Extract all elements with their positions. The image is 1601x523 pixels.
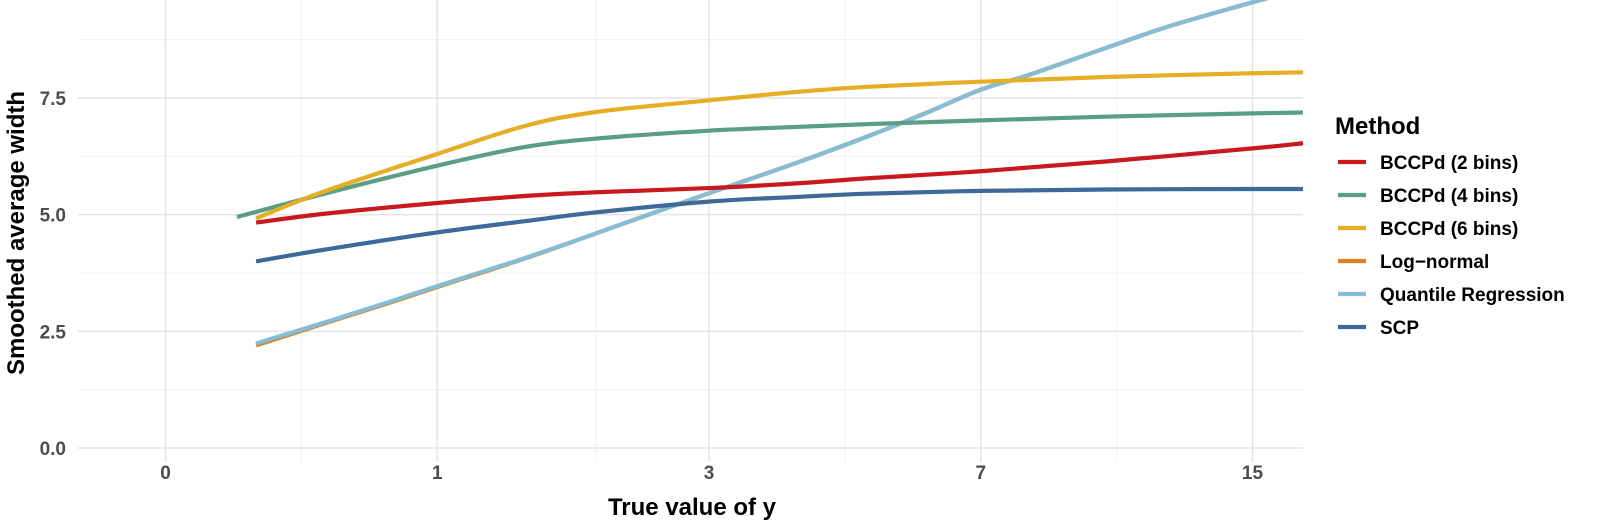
major-gridlines bbox=[78, 0, 1303, 462]
legend-item-bccpd-6-bins: BCCPd (6 bins) bbox=[1338, 219, 1518, 240]
legend-item-quantile-regression: Quantile Regression bbox=[1338, 285, 1565, 306]
y-tick-label: 7.5 bbox=[40, 89, 67, 110]
x-tick-label: 15 bbox=[1242, 463, 1264, 484]
minor-gridlines bbox=[78, 0, 1303, 462]
legend-label: Log−normal bbox=[1380, 252, 1489, 273]
legend-label: SCP bbox=[1380, 318, 1419, 339]
legend-items: BCCPd (2 bins) BCCPd (4 bins) BCCPd (6 bin… bbox=[1338, 153, 1565, 339]
x-axis-title: True value of y bbox=[608, 494, 777, 521]
legend-label: BCCPd (4 bins) bbox=[1380, 186, 1518, 207]
series-line-bccpd-2-bins bbox=[255, 141, 1304, 225]
y-axis-tick-labels: 0.0 2.5 5.0 7.5 bbox=[40, 89, 67, 460]
legend-label: BCCPd (2 bins) bbox=[1380, 153, 1518, 174]
legend: Method BCCPd (2 bins)BCCPd (4 bins)BCCPd… bbox=[1335, 113, 1565, 339]
x-tick-label: 0 bbox=[160, 463, 171, 484]
x-tick-label: 3 bbox=[704, 463, 715, 484]
y-axis-title: Smoothed average width bbox=[3, 91, 30, 375]
series-line-quantile-regression bbox=[255, 0, 1269, 346]
series-lines bbox=[236, 0, 1304, 348]
legend-label: Quantile Regression bbox=[1380, 285, 1565, 306]
y-tick-label: 0.0 bbox=[40, 439, 66, 460]
y-tick-label: 2.5 bbox=[40, 322, 67, 343]
legend-item-scp: SCP bbox=[1338, 318, 1419, 339]
series-line-scp bbox=[255, 186, 1304, 264]
x-axis-tick-labels: 0 1 3 7 15 bbox=[160, 463, 1263, 484]
legend-title: Method bbox=[1335, 113, 1420, 140]
legend-item-bccpd-4-bins: BCCPd (4 bins) bbox=[1338, 186, 1518, 207]
series-line-bccpd-4-bins bbox=[236, 110, 1304, 220]
series-line-bccpd-6-bins bbox=[255, 70, 1304, 221]
x-tick-label: 1 bbox=[432, 463, 443, 484]
legend-item-bccpd-2-bins: BCCPd (2 bins) bbox=[1338, 153, 1518, 174]
legend-label: BCCPd (6 bins) bbox=[1380, 219, 1518, 240]
legend-item-log-normal: Log−normal bbox=[1338, 252, 1489, 273]
y-tick-label: 5.0 bbox=[40, 206, 66, 227]
x-tick-label: 7 bbox=[975, 463, 986, 484]
